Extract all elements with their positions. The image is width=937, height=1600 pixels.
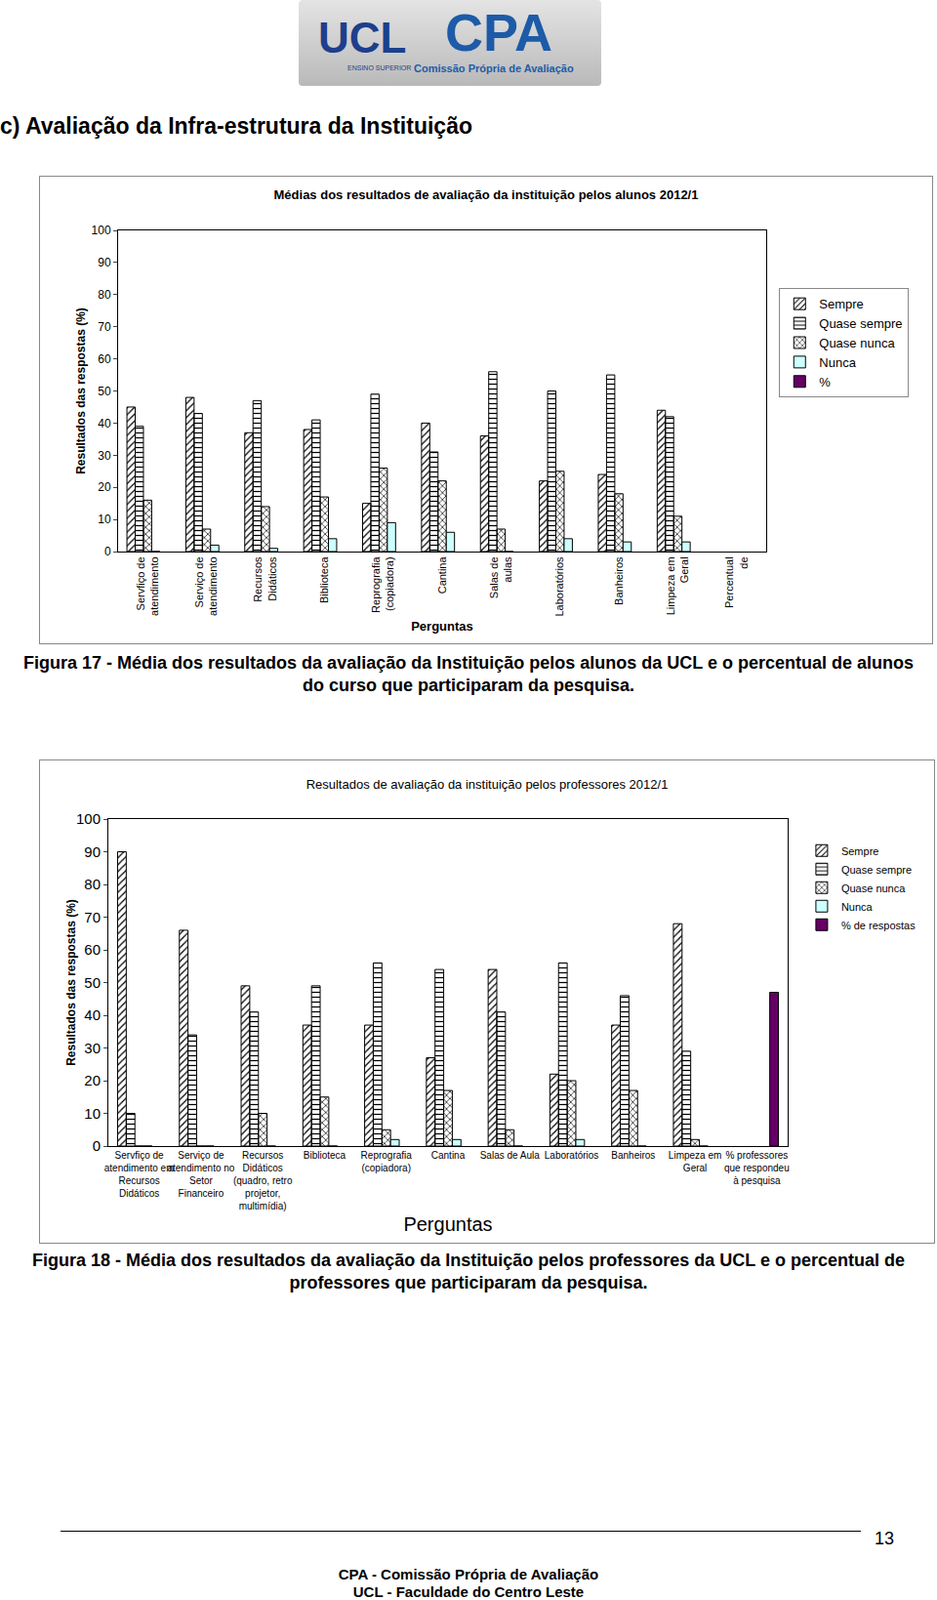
- svg-text:0: 0: [104, 544, 112, 559]
- svg-text:Limpeza emGeral: Limpeza emGeral: [668, 1149, 722, 1174]
- svg-text:Perguntas: Perguntas: [403, 1213, 492, 1235]
- html-text:c) Avaliação da Infra-estrutur: c) Avaliação da Infra-estrutura da Insti…: [0, 113, 473, 139]
- html-text:Figura 18 - Média dos resultad: Figura 18 - Média dos resultados da aval…: [32, 1250, 905, 1293]
- svg-text:40: 40: [97, 416, 112, 431]
- svg-text:50: 50: [83, 974, 101, 991]
- svg-text:10: 10: [97, 512, 112, 527]
- svg-text:Reprografia(copiadora): Reprografia(copiadora): [361, 1149, 413, 1174]
- svg-text:Nunca: Nunca: [818, 355, 856, 370]
- svg-text:Quase nunca: Quase nunca: [818, 335, 896, 351]
- svg-text:Serviço deatendimento noSetorF: Serviço deatendimento noSetorFinanceiro: [166, 1149, 235, 1199]
- svg-text:Serviço deatendimento: Serviço deatendimento: [193, 556, 219, 616]
- svg-text:100: 100: [76, 810, 101, 827]
- svg-text:Sempre: Sempre: [841, 845, 880, 857]
- svg-text:Laboratórios: Laboratórios: [553, 556, 566, 617]
- svg-text:30: 30: [97, 448, 112, 463]
- svg-text:90: 90: [97, 255, 112, 270]
- html-text:UCL - Faculdade do Centro Lest: UCL - Faculdade do Centro Leste: [353, 1583, 584, 1600]
- svg-text:Resultados de avaliação da ins: Resultados de avaliação da instituição p…: [306, 776, 669, 792]
- svg-text:Banheiros: Banheiros: [612, 556, 625, 606]
- svg-text:Biblioteca: Biblioteca: [318, 556, 330, 605]
- svg-text:Cantina: Cantina: [436, 556, 449, 595]
- svg-text:Médias dos resultados de avali: Médias dos resultados de avaliação da in…: [274, 187, 699, 203]
- svg-text:Cantina: Cantina: [431, 1149, 466, 1161]
- svg-text:% de respostas: % de respostas: [841, 919, 916, 932]
- svg-text:60: 60: [97, 352, 112, 367]
- html-text:CPA - Comissão Própria de Aval: CPA - Comissão Própria de Avaliação: [338, 1565, 599, 1583]
- svg-text:0: 0: [92, 1137, 101, 1154]
- svg-text:%: %: [818, 374, 831, 390]
- svg-text:Quase sempre: Quase sempre: [818, 316, 902, 331]
- svg-text:Nunca: Nunca: [841, 900, 874, 913]
- svg-text:Laboratórios: Laboratórios: [544, 1149, 600, 1161]
- svg-text:40: 40: [83, 1006, 101, 1023]
- svg-text:Salas deaulas: Salas deaulas: [488, 556, 514, 599]
- svg-text:20: 20: [97, 480, 112, 494]
- html-text:Comissão Própria de Avaliação: Comissão Própria de Avaliação: [413, 62, 574, 75]
- svg-text:Sempre: Sempre: [818, 296, 864, 312]
- svg-text:Reprografia(copiadora): Reprografia(copiadora): [369, 556, 396, 613]
- html-text:ENSINO SUPERIOR: ENSINO SUPERIOR: [347, 64, 412, 72]
- html-text:13: 13: [874, 1528, 895, 1549]
- svg-text:100: 100: [91, 223, 112, 238]
- svg-text:90: 90: [83, 843, 101, 860]
- svg-text:Servfiço deatendimento emRecur: Servfiço deatendimento emRecursosDidátic…: [104, 1149, 175, 1199]
- svg-text:Percentualde: Percentualde: [723, 556, 749, 609]
- svg-text:70: 70: [97, 320, 112, 334]
- svg-text:Banheiros: Banheiros: [611, 1149, 655, 1161]
- svg-text:Biblioteca: Biblioteca: [303, 1149, 347, 1161]
- svg-text:30: 30: [83, 1039, 101, 1057]
- svg-text:10: 10: [83, 1104, 101, 1122]
- svg-text:Servfiço deatendimento: Servfiço deatendimento: [134, 556, 161, 616]
- svg-text:50: 50: [97, 384, 112, 399]
- svg-text:Quase sempre: Quase sempre: [841, 863, 912, 876]
- svg-text:% professoresque respondeuà pe: % professoresque respondeuà pesquisa: [724, 1149, 790, 1186]
- svg-text:20: 20: [83, 1071, 101, 1089]
- svg-text:RecursosDidáticos: RecursosDidáticos: [251, 556, 278, 603]
- svg-text:70: 70: [83, 908, 101, 926]
- svg-text:80: 80: [83, 875, 101, 893]
- html-text:UCL: UCL: [318, 13, 407, 62]
- html-text:CPA: CPA: [445, 2, 553, 62]
- svg-text:Resultados das respostas (%): Resultados das respostas (%): [64, 898, 79, 1066]
- svg-text:Quase nunca: Quase nunca: [841, 882, 906, 895]
- svg-text:80: 80: [97, 287, 112, 302]
- svg-text:Resultados das respostas (%): Resultados das respostas (%): [74, 307, 88, 475]
- svg-text:Limpeza emGeral: Limpeza emGeral: [664, 556, 691, 615]
- svg-text:60: 60: [83, 940, 101, 958]
- svg-text:Perguntas: Perguntas: [410, 618, 474, 634]
- html-text:Figura 17 - Média dos resultad: Figura 17 - Média dos resultados da aval…: [23, 652, 914, 695]
- svg-text:RecursosDidáticos(quadro, retr: RecursosDidáticos(quadro, retroprojetor,…: [233, 1149, 293, 1212]
- svg-text:Salas de Aula: Salas de Aula: [480, 1149, 541, 1161]
